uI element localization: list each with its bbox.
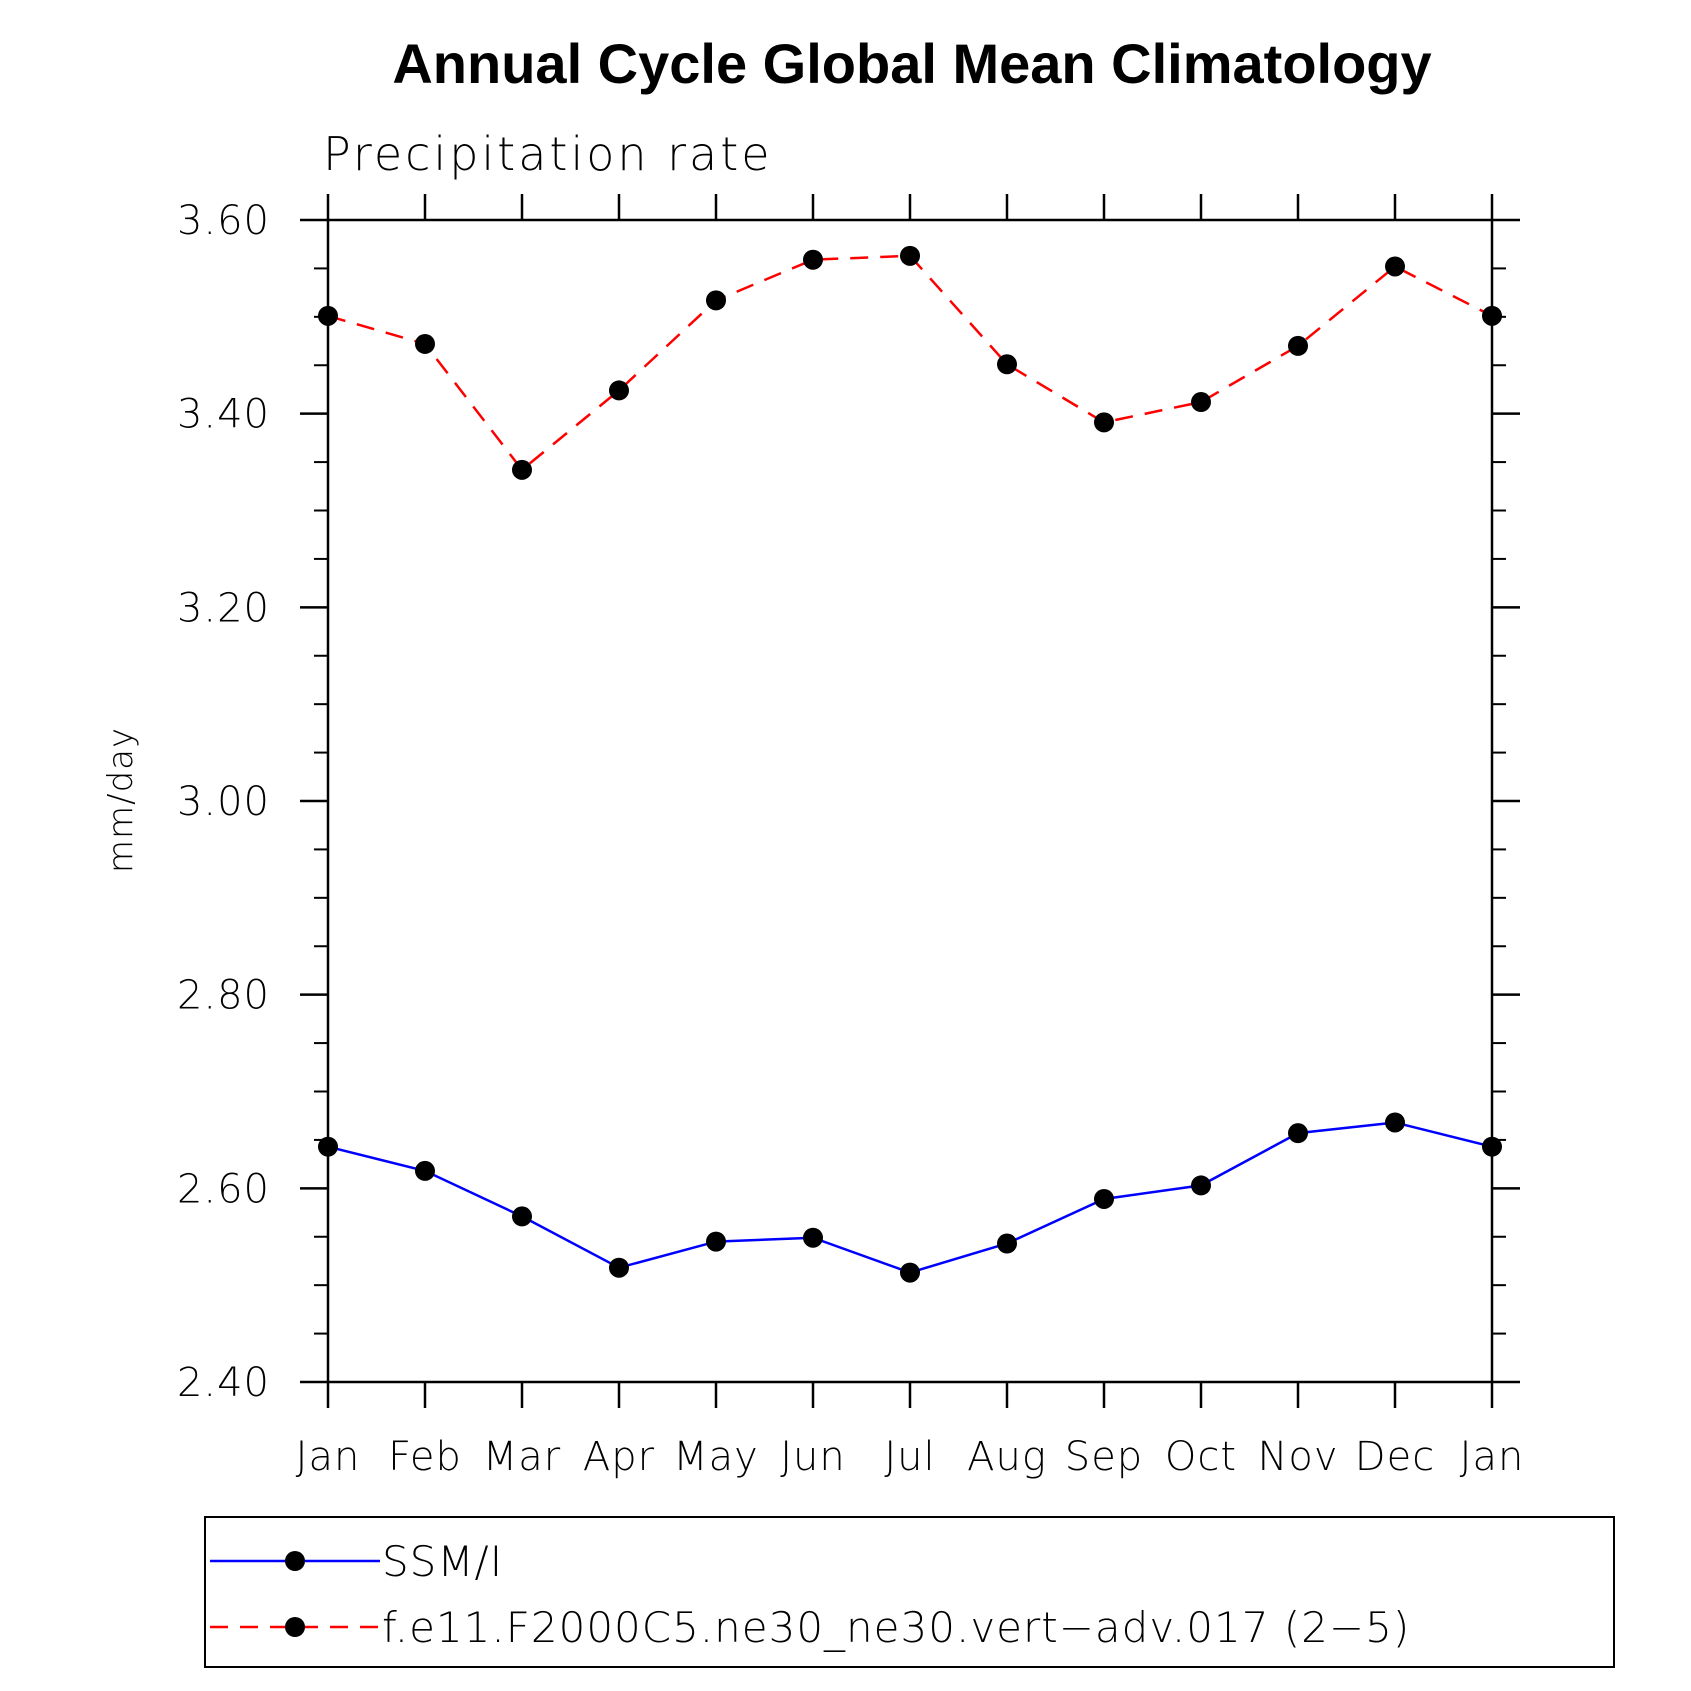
series-0-point: [415, 1160, 435, 1181]
x-tick-label: Feb: [388, 1434, 462, 1480]
y-tick-label: 2.40: [177, 1360, 270, 1406]
axis-ticks: [300, 194, 1520, 1408]
x-tick-label: May: [673, 1434, 759, 1480]
x-tick-label: Nov: [1257, 1434, 1338, 1480]
x-tick-label: Jan: [296, 1434, 361, 1480]
series-line-1: [327, 254, 1493, 472]
series-1-point: [1385, 256, 1405, 277]
series-line-0: [327, 1121, 1493, 1274]
series-0-point: [1385, 1112, 1405, 1133]
x-tick-label: Mar: [483, 1434, 561, 1480]
legend: SSM/I f.e11.F2000C5.ne30_ne30.vert−adv.0…: [204, 1516, 1615, 1668]
series-0-point: [1094, 1188, 1114, 1209]
y-tick-labels: 2.40 2.60 2.80 3.00 3.20 3.40 3.60: [177, 198, 270, 1406]
legend-marker-ssmi: [285, 1551, 305, 1571]
series-1-point: [1482, 305, 1502, 326]
legend-marker-model: [285, 1617, 305, 1637]
series-1-point: [318, 305, 338, 326]
legend-label-ssmi: SSM/I: [382, 1537, 503, 1586]
chart-subtitle: Precipitation rate: [323, 127, 773, 181]
series-1-point: [803, 249, 823, 270]
y-tick-label: 3.60: [177, 198, 270, 244]
series-0-point: [609, 1257, 629, 1278]
series-1-point: [1094, 412, 1114, 433]
series-0-point: [900, 1262, 920, 1283]
chart-title: Annual Cycle Global Mean Climatology: [392, 32, 1431, 95]
y-axis-label: mm/day: [101, 727, 141, 873]
series-0-point: [512, 1206, 532, 1227]
y-tick-label: 3.40: [177, 392, 270, 438]
legend-label-model: f.e11.F2000C5.ne30_ne30.vert−adv.017 (2−…: [382, 1603, 1410, 1652]
series-0-point: [997, 1233, 1017, 1254]
y-tick-label: 2.60: [177, 1166, 270, 1212]
x-tick-label: Apr: [583, 1434, 655, 1480]
series-0-point: [318, 1136, 338, 1157]
y-tick-label: 3.20: [177, 585, 270, 631]
legend-box: [204, 1516, 1615, 1668]
series-1-point: [609, 380, 629, 401]
x-tick-label: Oct: [1165, 1434, 1237, 1480]
series-1-point: [997, 354, 1017, 375]
series-0-point: [1191, 1175, 1211, 1196]
x-tick-label: Aug: [967, 1434, 1047, 1480]
series-1-point: [900, 245, 920, 266]
y-tick-label: 2.80: [177, 973, 270, 1019]
series-0-point: [706, 1231, 726, 1252]
series-0-point: [803, 1227, 823, 1248]
series-0-point: [1288, 1123, 1308, 1144]
x-tick-label: Jul: [884, 1434, 935, 1480]
series-1-point: [512, 459, 532, 480]
x-tick-label: Jan: [1460, 1434, 1525, 1480]
series-1-point: [706, 290, 726, 311]
series-1-point: [415, 333, 435, 354]
series-1-point: [1288, 335, 1308, 356]
x-tick-labels: Jan Feb Mar Apr May Jun Jul Aug Sep Oct Nov Dec Jan: [296, 1434, 1525, 1480]
y-tick-label: 3.00: [177, 779, 270, 825]
series-0-point: [1482, 1136, 1502, 1157]
series-layer: [318, 245, 1502, 1283]
x-tick-label: Sep: [1065, 1434, 1143, 1480]
x-tick-label: Dec: [1355, 1434, 1435, 1480]
series-1-point: [1191, 392, 1211, 413]
x-tick-label: Jun: [780, 1434, 846, 1480]
